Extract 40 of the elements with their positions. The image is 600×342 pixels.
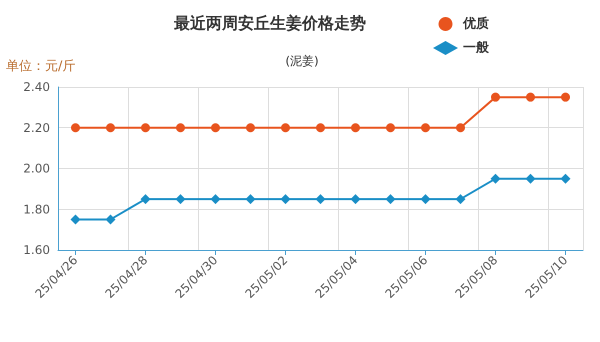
point [560,174,570,184]
point [176,123,185,132]
point [70,214,80,224]
chart-subtitle: (泥姜) [285,54,319,68]
point [491,92,500,102]
point [456,194,466,204]
point [456,123,465,132]
point [490,174,500,184]
y-tick-label: 2.20 [23,120,50,135]
point [561,92,570,102]
point [106,123,115,132]
point [211,123,220,132]
point [210,194,220,204]
point [386,123,395,132]
point [176,194,186,204]
point [280,194,290,204]
point [420,194,430,204]
point [246,194,256,204]
point [71,123,80,132]
legend-label: 一般 [463,40,490,56]
y-axis-title: 单位：元/斤 [6,59,76,74]
point [316,194,326,204]
point [316,123,325,132]
point [246,123,255,132]
point [421,123,430,132]
y-tick-label: 2.00 [23,162,50,176]
point [140,194,150,204]
y-tick-label: 2.40 [23,80,50,94]
point [526,92,535,102]
point [281,123,290,132]
y-tick-label: 1.80 [23,202,50,216]
y-tick-label: 1.60 [23,243,50,257]
chart-title: 最近两周安丘生姜价格走势 [173,14,366,32]
point [350,194,360,204]
point [351,123,360,132]
point [526,174,536,184]
legend-label: 优质 [462,16,489,32]
point [386,194,396,204]
point [106,214,116,224]
point [141,123,150,132]
